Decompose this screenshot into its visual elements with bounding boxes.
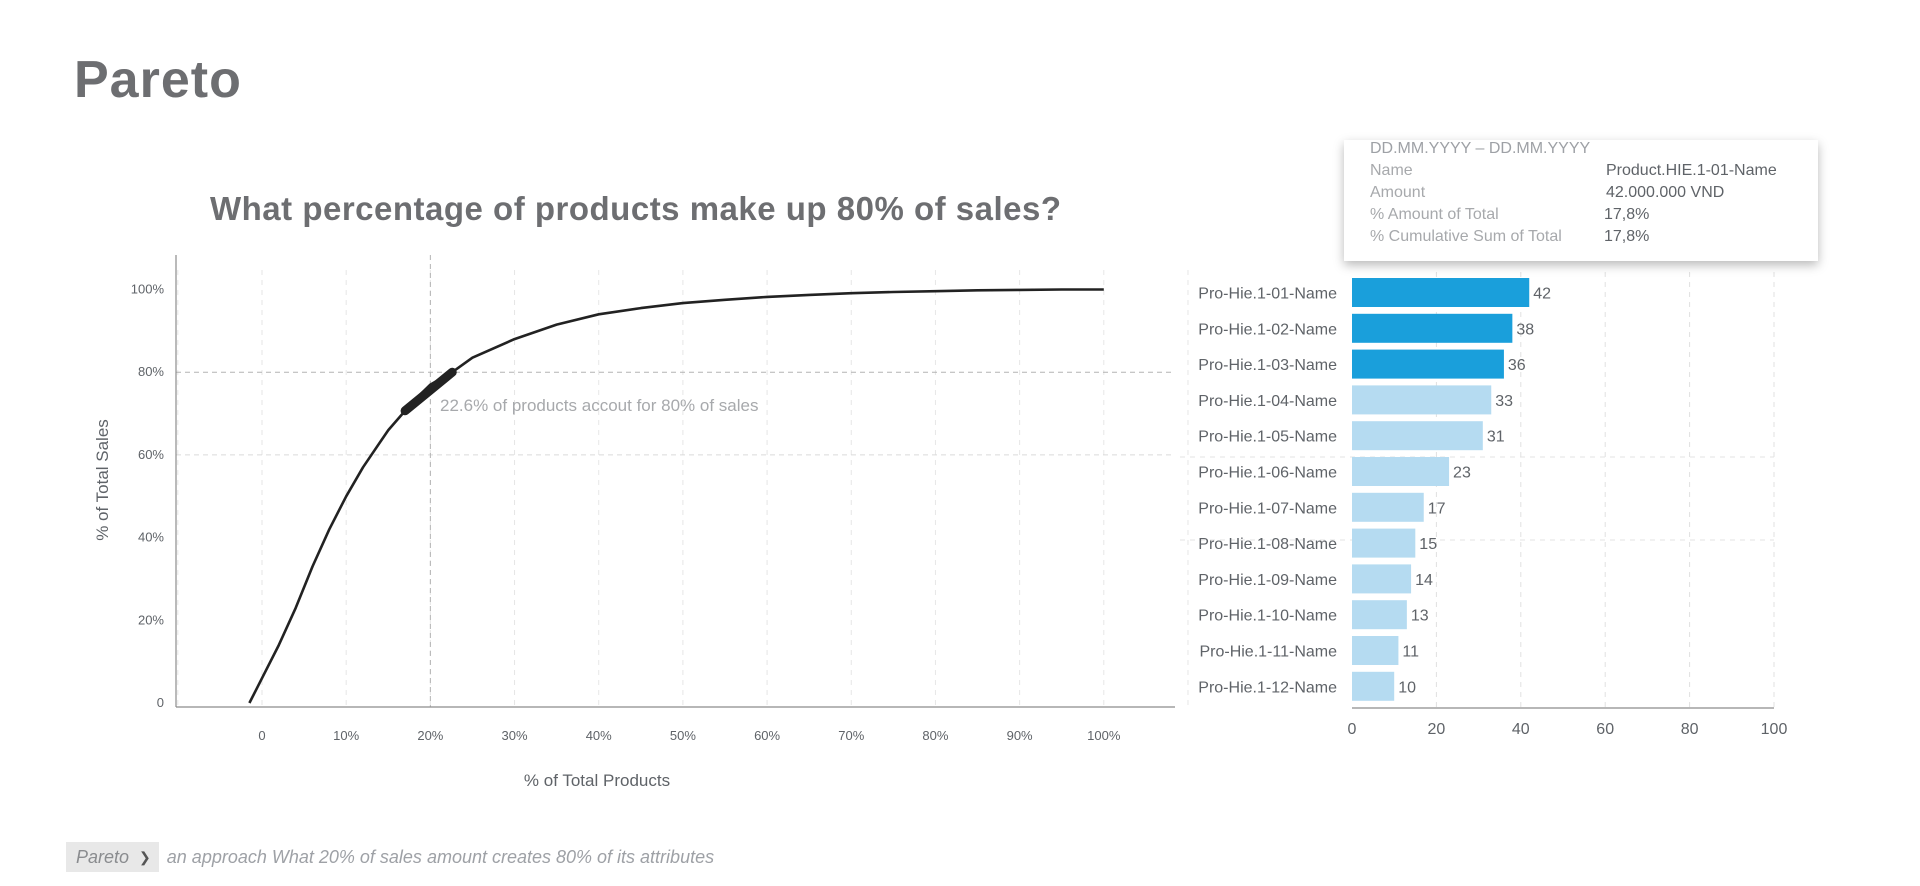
bar-category-label: Pro-Hie.1-12-Name <box>1198 679 1337 696</box>
bar-category-label: Pro-Hie.1-09-Name <box>1198 572 1337 589</box>
y-axis-label: % of Total Sales <box>93 419 112 541</box>
bar-value-label: 13 <box>1411 608 1429 625</box>
bar <box>1352 349 1504 379</box>
bar <box>1352 528 1416 558</box>
tooltip-daterange: DD.MM.YYYY – DD.MM.YYYY <box>1370 140 1591 157</box>
x-tick-label: 80% <box>922 728 948 743</box>
bar <box>1352 457 1450 486</box>
y-tick-label: 80% <box>138 364 164 379</box>
footer-description: an approach What 20% of sales amount cre… <box>166 846 715 867</box>
x-tick-label: 30% <box>502 728 528 743</box>
bar-category-label: Pro-Hie.1-03-Name <box>1198 357 1337 374</box>
bar-x-tick-label: 0 <box>1348 721 1357 738</box>
bar-value-label: 14 <box>1415 572 1433 589</box>
y-tick-label: 100% <box>131 282 165 297</box>
bar-value-label: 36 <box>1508 357 1526 374</box>
bar <box>1352 564 1412 594</box>
page-title: Pareto <box>74 51 242 109</box>
bar-x-tick-label: 80 <box>1681 721 1699 738</box>
tooltip-value: 42.000.000 VND <box>1606 184 1725 201</box>
x-axis-label: % of Total Products <box>524 771 670 790</box>
bar-category-label: Pro-Hie.1-10-Name <box>1198 608 1337 625</box>
highlight-segment <box>400 367 457 416</box>
chart-title: What percentage of products make up 80% … <box>210 190 1062 227</box>
bar-value-label: 33 <box>1495 393 1513 410</box>
tooltip-value: 17,8% <box>1604 206 1650 223</box>
bar-value-label: 23 <box>1453 465 1471 482</box>
tooltip-label: % Cumulative Sum of Total <box>1370 228 1562 245</box>
tooltip-value: 17,8% <box>1604 228 1650 245</box>
bar <box>1352 278 1530 307</box>
tooltip-label: % Amount of Total <box>1370 206 1499 223</box>
bar-value-label: 15 <box>1419 536 1437 553</box>
y-tick-label: 0 <box>157 695 164 710</box>
pareto-curve <box>248 288 1104 704</box>
breadcrumb-label: Pareto <box>76 846 130 867</box>
x-tick-label: 70% <box>838 728 864 743</box>
bar-category-label: Pro-Hie.1-05-Name <box>1198 429 1337 446</box>
annotation: 22.6% of products accout for 80% of sale… <box>440 396 758 415</box>
bar <box>1352 421 1483 451</box>
bar <box>1352 671 1395 701</box>
bar-category-label: Pro-Hie.1-07-Name <box>1198 500 1337 517</box>
bar <box>1352 313 1513 343</box>
bar-value-label: 42 <box>1533 286 1551 303</box>
footer: Pareto ❯ an approach What 20% of sales a… <box>66 842 714 872</box>
bar-value-label: 11 <box>1402 644 1419 661</box>
tooltip-value: Product.HIE.1-01-Name <box>1606 162 1777 179</box>
x-tick-label: 10% <box>333 728 359 743</box>
x-tick-label: 50% <box>670 728 696 743</box>
tooltip-label: Name <box>1370 162 1413 179</box>
y-tick-label: 40% <box>138 530 164 545</box>
bar-category-label: Pro-Hie.1-02-Name <box>1198 321 1337 338</box>
y-tick-label: 20% <box>138 612 164 627</box>
x-tick-label: 90% <box>1007 728 1033 743</box>
bar <box>1352 385 1492 415</box>
x-tick-label: 0 <box>258 728 265 743</box>
tooltip-label: Amount <box>1370 184 1426 201</box>
chevron-right-icon: ❯ <box>139 848 151 865</box>
bar-category-label: Pro-Hie.1-01-Name <box>1198 286 1337 303</box>
bar-value-label: 10 <box>1398 679 1416 696</box>
x-tick-label: 100% <box>1087 728 1121 743</box>
bar-value-label: 31 <box>1487 429 1505 446</box>
bar-category-label: Pro-Hie.1-11-Name <box>1199 644 1337 661</box>
tooltip: DD.MM.YYYY – DD.MM.YYYY Name Product.HIE… <box>1344 140 1818 261</box>
bar-category-label: Pro-Hie.1-04-Name <box>1198 393 1337 410</box>
y-tick-label: 60% <box>138 447 164 462</box>
bar-x-tick-label: 60 <box>1596 721 1614 738</box>
bar-value-label: 38 <box>1516 321 1534 338</box>
pareto-chart: 0 20% 40% 60% 80% 100% 0 10% 20% 30% 40% 50% 60% 70% 8… <box>93 255 1189 790</box>
breadcrumb[interactable]: Pareto ❯ <box>66 842 159 872</box>
bar-x-tick-label: 100 <box>1761 721 1788 738</box>
bar <box>1352 492 1424 522</box>
x-tick-label: 20% <box>417 728 443 743</box>
x-tick-label: 60% <box>754 728 780 743</box>
bar-x-tick-label: 20 <box>1428 721 1446 738</box>
bar <box>1352 636 1399 665</box>
bar-value-label: 17 <box>1428 500 1446 517</box>
bar-category-label: Pro-Hie.1-08-Name <box>1198 536 1337 553</box>
x-tick-label: 40% <box>586 728 612 743</box>
bar <box>1352 600 1407 630</box>
bar-category-label: Pro-Hie.1-06-Name <box>1198 465 1337 482</box>
bar-x-tick-label: 40 <box>1512 721 1530 738</box>
